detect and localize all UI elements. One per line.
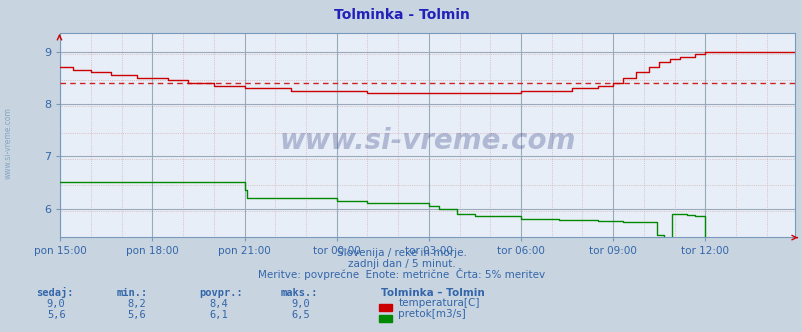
- Text: 8,2: 8,2: [127, 299, 146, 309]
- Text: Tolminka – Tolmin: Tolminka – Tolmin: [381, 289, 484, 298]
- Text: www.si-vreme.com: www.si-vreme.com: [3, 107, 13, 179]
- Text: 8,4: 8,4: [209, 299, 229, 309]
- Text: sedaj:: sedaj:: [36, 288, 74, 298]
- Text: 9,0: 9,0: [47, 299, 66, 309]
- Text: 9,0: 9,0: [291, 299, 310, 309]
- Text: maks.:: maks.:: [281, 289, 318, 298]
- Text: min.:: min.:: [116, 289, 148, 298]
- Text: povpr.:: povpr.:: [199, 289, 242, 298]
- Text: Tolminka - Tolmin: Tolminka - Tolmin: [333, 8, 469, 22]
- Text: 6,1: 6,1: [209, 310, 229, 320]
- Text: zadnji dan / 5 minut.: zadnji dan / 5 minut.: [347, 259, 455, 269]
- Text: 5,6: 5,6: [127, 310, 146, 320]
- Text: Slovenija / reke in morje.: Slovenija / reke in morje.: [336, 248, 466, 258]
- Text: pretok[m3/s]: pretok[m3/s]: [398, 309, 465, 319]
- Text: temperatura[C]: temperatura[C]: [398, 298, 479, 308]
- Text: 5,6: 5,6: [47, 310, 66, 320]
- Text: 6,5: 6,5: [291, 310, 310, 320]
- Text: www.si-vreme.com: www.si-vreme.com: [279, 127, 575, 155]
- Text: Meritve: povprečne  Enote: metrične  Črta: 5% meritev: Meritve: povprečne Enote: metrične Črta:…: [257, 268, 545, 280]
